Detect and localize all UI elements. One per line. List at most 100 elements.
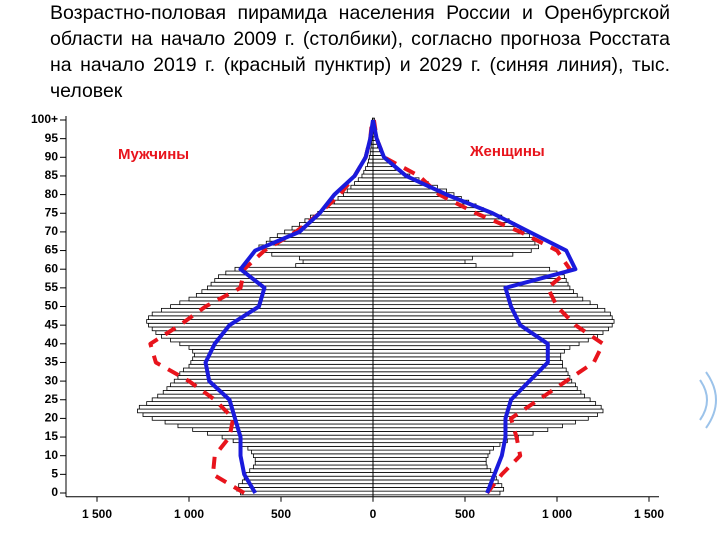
male-bar: [162, 390, 374, 395]
male-bar: [221, 434, 374, 440]
female-bar: [372, 222, 516, 227]
female-bar: [372, 345, 571, 350]
male-bar: [148, 322, 374, 328]
y-tick-label: 90: [45, 149, 59, 163]
male-bar: [241, 479, 374, 485]
female-bar: [372, 300, 591, 306]
male-bar: [367, 162, 374, 168]
female-label: Женщины: [469, 143, 545, 160]
male-bar: [343, 192, 374, 197]
male-bar: [247, 445, 374, 451]
female-bar: [372, 419, 576, 425]
male-bar: [192, 427, 374, 432]
male-bar: [194, 352, 374, 358]
male-bar: [350, 184, 374, 190]
female-bar: [372, 408, 604, 414]
y-tick-label: 20: [45, 411, 59, 425]
female-bar: [372, 468, 492, 473]
male-bar: [210, 281, 374, 287]
female-bar: [372, 289, 574, 294]
female-bar: [372, 315, 613, 320]
female-bar: [372, 281, 569, 287]
female-bar: [372, 199, 470, 205]
female-bar: [372, 434, 519, 440]
male-bar: [190, 360, 374, 365]
y-tick-label: 40: [45, 336, 59, 350]
male-bar: [361, 173, 374, 179]
female-bar: [372, 330, 604, 335]
male-bar: [206, 285, 374, 291]
x-tick-label: 500: [455, 507, 475, 521]
y-tick-label: 45: [45, 317, 59, 331]
male-bar: [346, 188, 374, 194]
y-tick-label: 80: [45, 187, 59, 201]
y-tick-label: 35: [45, 355, 59, 369]
male-bar: [164, 419, 374, 425]
female-bar: [372, 431, 534, 436]
female-bar: [372, 490, 501, 496]
y-tick-label: 25: [45, 392, 59, 406]
female-bar: [372, 479, 499, 485]
y-tick-label: 70: [45, 224, 59, 238]
slide-title: Возрастно-половая пирамида населения Рос…: [50, 2, 670, 102]
male-bar: [367, 158, 374, 164]
male-bar: [240, 490, 374, 496]
y-tick-label: 95: [45, 131, 59, 145]
female-bar: [372, 457, 487, 462]
male-bar: [157, 393, 374, 399]
y-tick-label: 85: [45, 168, 59, 182]
male-bar: [146, 319, 374, 324]
male-bar: [368, 155, 374, 160]
male-bar: [151, 416, 374, 421]
female-bar: [372, 397, 591, 403]
female-bar: [372, 240, 536, 246]
decoration: [699, 371, 717, 429]
male-bar: [354, 181, 374, 186]
male-bar: [295, 263, 374, 268]
female-bar: [372, 460, 487, 466]
female-bar: [372, 285, 571, 291]
female-bar: [372, 237, 534, 242]
female-bar: [372, 334, 598, 339]
female-bar: [372, 263, 477, 268]
female-bar: [372, 363, 563, 369]
male-bar: [151, 326, 374, 332]
female-bar: [372, 401, 597, 406]
female-bar: [372, 483, 503, 488]
x-tick-label: 1 500: [82, 507, 112, 521]
male-bar: [188, 296, 374, 302]
male-bar: [252, 453, 374, 458]
male-bar: [240, 442, 374, 447]
y-tick-label: 50: [45, 299, 59, 313]
male-bar: [160, 334, 374, 339]
male-bar: [137, 408, 374, 414]
female-projection-line: [371, 119, 578, 494]
female-bar: [372, 166, 396, 171]
female-projection-line: [371, 119, 605, 495]
female-bar: [372, 319, 615, 324]
female-bar: [372, 378, 573, 384]
female-bar: [372, 218, 510, 223]
female-bar: [372, 293, 578, 298]
male-bar: [337, 196, 374, 201]
female-bar: [372, 412, 598, 417]
x-tick-label: 1 500: [634, 507, 664, 521]
female-bar: [372, 210, 492, 216]
male-bar: [243, 475, 374, 481]
male-bar: [192, 356, 374, 361]
female-bar: [372, 375, 571, 380]
male-bar: [214, 278, 374, 283]
female-bar: [372, 266, 551, 272]
male-bar: [252, 464, 374, 470]
female-bar: [372, 233, 530, 238]
female-bar: [372, 307, 606, 313]
male-bar: [155, 330, 374, 335]
female-bar: [372, 248, 532, 253]
female-bar: [372, 382, 576, 388]
female-bar: [372, 255, 473, 261]
female-bar: [372, 442, 501, 447]
male-bar: [271, 252, 374, 257]
male-bar: [254, 457, 374, 462]
female-bar: [372, 259, 466, 265]
male-label: Мужчины: [118, 146, 189, 163]
